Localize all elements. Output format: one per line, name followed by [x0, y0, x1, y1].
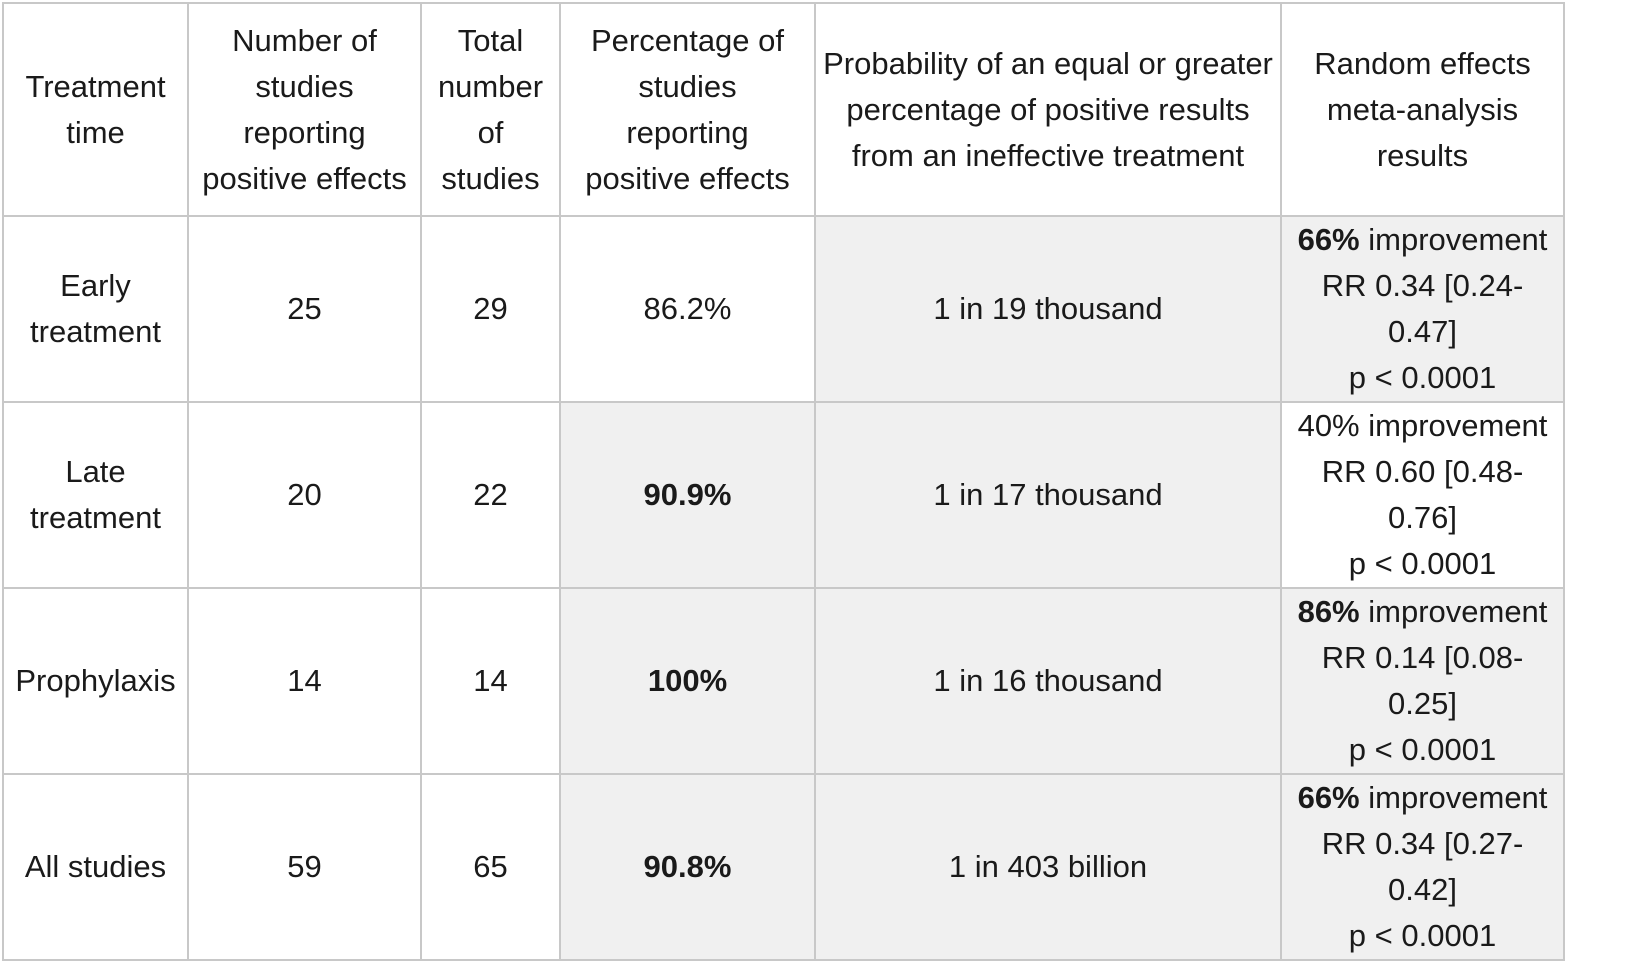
results-table: Treatment time Number of studies reporti…: [2, 2, 1565, 961]
meta-rr: RR 0.14 [0.08-0.25]: [1321, 640, 1524, 721]
pct-positive-cell: 90.9%: [559, 401, 816, 589]
num-positive-cell: 14: [187, 587, 422, 775]
pct-positive-cell: 86.2%: [559, 215, 816, 403]
probability-cell: 1 in 16 thousand: [814, 587, 1282, 775]
treatment-time-cell: Prophylaxis: [2, 587, 189, 775]
total-studies-cell: 22: [420, 401, 561, 589]
header-total-studies: Total number of studies: [420, 2, 561, 217]
total-studies-cell: 29: [420, 215, 561, 403]
table-row: All studies 59 65 90.8% 1 in 403 billion…: [2, 773, 1565, 961]
meta-improvement-line: 86% improvement: [1297, 594, 1548, 629]
total-studies-cell: 14: [420, 587, 561, 775]
header-probability: Probability of an equal or greater perce…: [814, 2, 1282, 217]
meta-p: p < 0.0001: [1348, 546, 1497, 581]
meta-pct: 40%: [1297, 408, 1360, 443]
meta-improvement-line: 40% improvement: [1297, 408, 1548, 443]
total-studies-cell: 65: [420, 773, 561, 961]
meta-improvement-line: 66% improvement: [1297, 222, 1548, 257]
meta-pct: 66%: [1297, 222, 1360, 257]
meta-pct: 66%: [1297, 780, 1360, 815]
meta-improvement-line: 66% improvement: [1297, 780, 1548, 815]
probability-cell: 1 in 19 thousand: [814, 215, 1282, 403]
num-positive-cell: 25: [187, 215, 422, 403]
meta-rr: RR 0.60 [0.48-0.76]: [1321, 454, 1524, 535]
meta-rr: RR 0.34 [0.27-0.42]: [1321, 826, 1524, 907]
header-treatment-time: Treatment time: [2, 2, 189, 217]
table-row: Early treatment 25 29 86.2% 1 in 19 thou…: [2, 215, 1565, 403]
num-positive-cell: 20: [187, 401, 422, 589]
pct-positive-cell: 100%: [559, 587, 816, 775]
meta-p: p < 0.0001: [1348, 732, 1497, 767]
treatment-time-cell: Late treatment: [2, 401, 189, 589]
pct-positive-cell: 90.8%: [559, 773, 816, 961]
header-pct-positive: Percentage of studies reporting positive…: [559, 2, 816, 217]
meta-p: p < 0.0001: [1348, 918, 1497, 953]
meta-analysis-cell: 40% improvement RR 0.60 [0.48-0.76] p < …: [1280, 401, 1565, 589]
treatment-time-cell: All studies: [2, 773, 189, 961]
header-row: Treatment time Number of studies reporti…: [2, 2, 1565, 217]
num-positive-cell: 59: [187, 773, 422, 961]
table-row: Prophylaxis 14 14 100% 1 in 16 thousand …: [2, 587, 1565, 775]
meta-analysis-cell: 86% improvement RR 0.14 [0.08-0.25] p < …: [1280, 587, 1565, 775]
meta-p: p < 0.0001: [1348, 360, 1497, 395]
meta-rr: RR 0.34 [0.24-0.47]: [1321, 268, 1524, 349]
header-meta-analysis: Random effects meta-analysis results: [1280, 2, 1565, 217]
header-num-positive: Number of studies reporting positive eff…: [187, 2, 422, 217]
probability-cell: 1 in 403 billion: [814, 773, 1282, 961]
meta-analysis-cell: 66% improvement RR 0.34 [0.27-0.42] p < …: [1280, 773, 1565, 961]
meta-analysis-cell: 66% improvement RR 0.34 [0.24-0.47] p < …: [1280, 215, 1565, 403]
table-row: Late treatment 20 22 90.9% 1 in 17 thous…: [2, 401, 1565, 589]
meta-pct: 86%: [1297, 594, 1360, 629]
treatment-time-cell: Early treatment: [2, 215, 189, 403]
probability-cell: 1 in 17 thousand: [814, 401, 1282, 589]
